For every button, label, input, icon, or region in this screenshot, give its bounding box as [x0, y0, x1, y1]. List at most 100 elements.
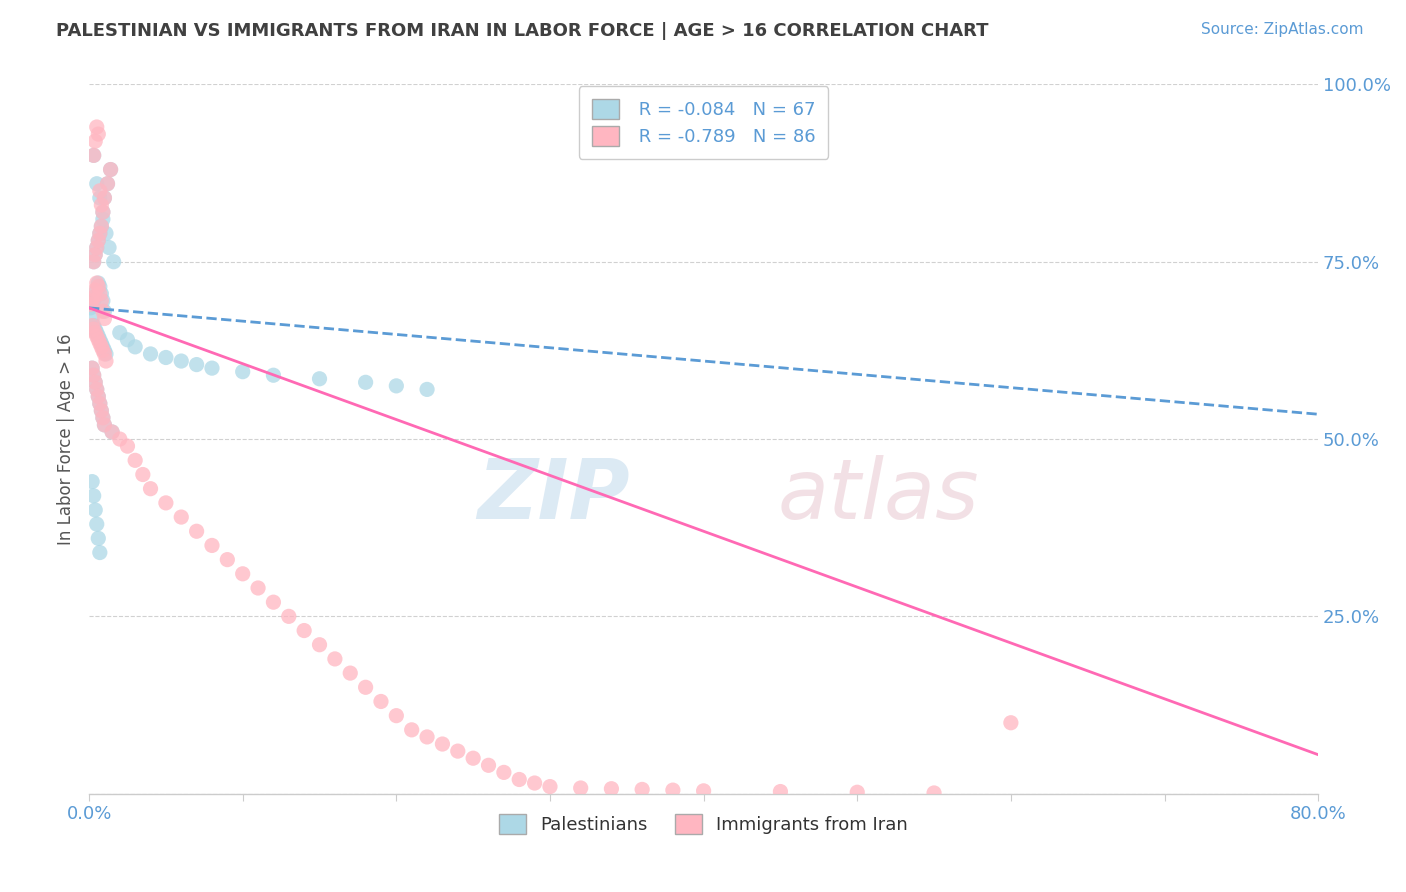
Point: [108, 326, 131, 340]
Point: [93, 347, 115, 361]
Point: [83, 148, 105, 162]
Point: [84, 503, 107, 517]
Point: [84, 290, 107, 304]
Point: [124, 453, 146, 467]
Point: [1000, 715, 1022, 730]
Legend:  R = -0.084   N = 67,  R = -0.789   N = 86: R = -0.084 N = 67, R = -0.789 N = 86: [579, 87, 828, 159]
Point: [155, 496, 177, 510]
Point: [508, 772, 530, 787]
Point: [87, 333, 110, 347]
Text: Source: ZipAtlas.com: Source: ZipAtlas.com: [1201, 22, 1364, 37]
Point: [100, 162, 122, 177]
Point: [86, 383, 108, 397]
Point: [103, 254, 125, 268]
Point: [339, 666, 361, 681]
Point: [82, 297, 104, 311]
Point: [86, 517, 108, 532]
Point: [84, 326, 107, 340]
Point: [416, 383, 439, 397]
Point: [247, 581, 270, 595]
Point: [86, 177, 108, 191]
Point: [94, 227, 117, 241]
Point: [101, 425, 124, 439]
Point: [98, 241, 121, 255]
Point: [86, 326, 108, 340]
Point: [91, 343, 114, 358]
Point: [83, 368, 105, 383]
Point: [308, 638, 330, 652]
Point: [83, 148, 105, 162]
Point: [463, 751, 485, 765]
Point: [93, 191, 115, 205]
Point: [83, 489, 105, 503]
Text: PALESTINIAN VS IMMIGRANTS FROM IRAN IN LABOR FORCE | AGE > 16 CORRELATION CHART: PALESTINIAN VS IMMIGRANTS FROM IRAN IN L…: [56, 22, 988, 40]
Point: [86, 276, 108, 290]
Point: [87, 390, 110, 404]
Point: [416, 730, 439, 744]
Point: [354, 681, 377, 695]
Point: [90, 219, 112, 234]
Point: [89, 279, 111, 293]
Point: [84, 376, 107, 390]
Point: [96, 177, 118, 191]
Point: [170, 510, 193, 524]
Y-axis label: In Labor Force | Age > 16: In Labor Force | Age > 16: [58, 334, 75, 545]
Point: [124, 340, 146, 354]
Point: [87, 276, 110, 290]
Point: [94, 354, 117, 368]
Point: [91, 304, 114, 318]
Point: [89, 333, 111, 347]
Point: [117, 439, 139, 453]
Point: [83, 293, 105, 308]
Point: [89, 396, 111, 410]
Point: [87, 329, 110, 343]
Point: [93, 417, 115, 432]
Point: [91, 205, 114, 219]
Point: [90, 340, 112, 354]
Point: [89, 184, 111, 198]
Point: [922, 786, 945, 800]
Point: [385, 379, 408, 393]
Point: [139, 347, 162, 361]
Point: [232, 566, 254, 581]
Point: [84, 283, 107, 297]
Point: [93, 343, 115, 358]
Point: [93, 191, 115, 205]
Point: [89, 227, 111, 241]
Point: [93, 311, 115, 326]
Point: [538, 780, 561, 794]
Point: [90, 293, 112, 308]
Point: [323, 652, 346, 666]
Point: [308, 372, 330, 386]
Point: [94, 347, 117, 361]
Point: [90, 336, 112, 351]
Point: [232, 365, 254, 379]
Point: [82, 361, 104, 376]
Point: [292, 624, 315, 638]
Point: [600, 781, 623, 796]
Point: [401, 723, 423, 737]
Point: [662, 783, 685, 797]
Point: [769, 784, 792, 798]
Point: [447, 744, 470, 758]
Point: [83, 254, 105, 268]
Point: [492, 765, 515, 780]
Point: [83, 318, 105, 333]
Point: [86, 329, 108, 343]
Point: [139, 482, 162, 496]
Point: [87, 532, 110, 546]
Point: [83, 368, 105, 383]
Point: [86, 283, 108, 297]
Point: [87, 127, 110, 141]
Point: [86, 241, 108, 255]
Point: [262, 595, 284, 609]
Point: [89, 227, 111, 241]
Point: [477, 758, 499, 772]
Point: [132, 467, 155, 482]
Point: [101, 425, 124, 439]
Point: [87, 234, 110, 248]
Point: [84, 247, 107, 261]
Point: [91, 410, 114, 425]
Point: [117, 333, 139, 347]
Point: [569, 780, 592, 795]
